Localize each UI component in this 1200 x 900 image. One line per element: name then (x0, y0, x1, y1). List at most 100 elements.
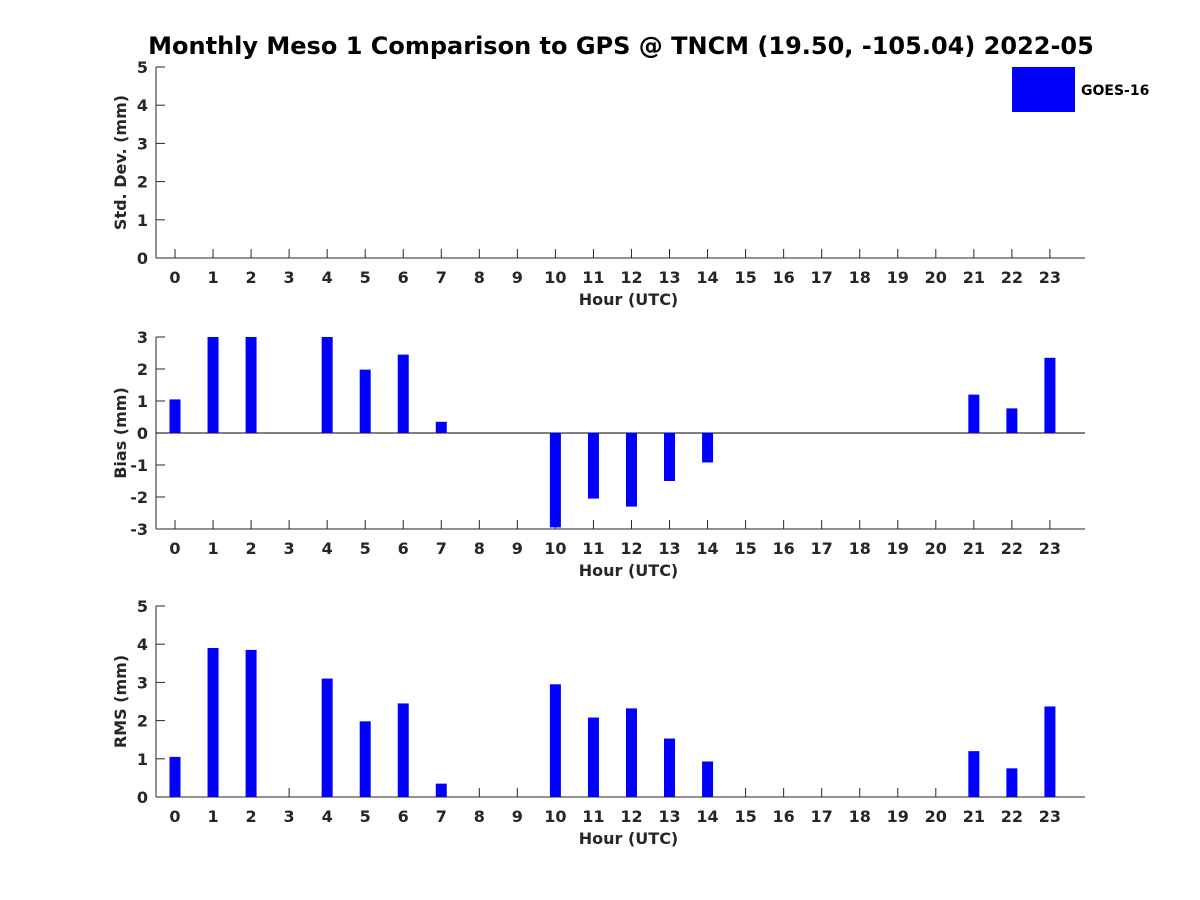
rms-xtick-label: 3 (284, 807, 295, 826)
rms-xtick-label: 20 (925, 807, 947, 826)
bias-bar-hour-6 (397, 354, 409, 433)
std-dev-xtick-label: 12 (620, 268, 642, 287)
rms-xtick-label: 7 (436, 807, 447, 826)
bias-ytick-label: 2 (137, 360, 148, 379)
rms-bar-hour-1 (207, 648, 219, 797)
rms-xtick-label: 18 (849, 807, 871, 826)
bias-bar-hour-23 (1044, 357, 1056, 433)
rms-xtick-label: 1 (207, 807, 218, 826)
rms-ytick-label: 4 (137, 635, 148, 654)
std-dev-xtick-label: 0 (169, 268, 180, 287)
bias-ytick-label: -2 (130, 488, 148, 507)
bias-bar-hour-0 (169, 399, 181, 433)
rms-bar-hour-0 (169, 756, 181, 797)
std-dev-xtick-label: 17 (811, 268, 833, 287)
bias-xtick-label: 23 (1039, 539, 1061, 558)
bias-xtick-label: 13 (658, 539, 680, 558)
rms-bar-hour-12 (625, 708, 637, 797)
std-dev-ytick-label: 5 (137, 58, 148, 77)
bias-xtick-label: 7 (436, 539, 447, 558)
bias-xtick-label: 10 (544, 539, 566, 558)
bias-xtick-label: 9 (512, 539, 523, 558)
rms-bar-hour-2 (245, 649, 257, 797)
rms-xtick-label: 6 (398, 807, 409, 826)
rms-xtick-label: 9 (512, 807, 523, 826)
rms-bar-hour-21 (968, 751, 980, 797)
bias-ytick-label: 0 (137, 424, 148, 443)
rms-bar-hour-4 (321, 678, 333, 797)
rms-bar-hour-22 (1006, 768, 1018, 797)
std-dev-ytick-label: 2 (137, 173, 148, 192)
bias-xtick-label: 8 (474, 539, 485, 558)
rms-xtick-label: 2 (246, 807, 257, 826)
rms-xtick-label: 4 (322, 807, 333, 826)
bias-xtick-label: 15 (734, 539, 756, 558)
std-dev-xtick-label: 8 (474, 268, 485, 287)
std-dev-xtick-label: 7 (436, 268, 447, 287)
std-dev-xtick-label: 6 (398, 268, 409, 287)
bias-xtick-label: 2 (246, 539, 257, 558)
bias-xtick-label: 21 (963, 539, 985, 558)
bias-bar-hour-11 (587, 433, 599, 499)
rms-xtick-label: 5 (360, 807, 371, 826)
std-dev-xtick-label: 13 (658, 268, 680, 287)
rms-ytick-label: 0 (137, 788, 148, 807)
bias-xtick-label: 4 (322, 539, 333, 558)
rms-ytick-label: 5 (137, 597, 148, 616)
std-dev-ytick-label: 3 (137, 134, 148, 153)
rms-bar-hour-10 (549, 684, 561, 797)
std-dev-xtick-label: 19 (887, 268, 909, 287)
std-dev-xtick-label: 9 (512, 268, 523, 287)
rms-xlabel: Hour (UTC) (579, 829, 679, 848)
rms-xtick-label: 19 (887, 807, 909, 826)
rms-bar-hour-7 (435, 783, 447, 797)
rms-ytick-label: 1 (137, 750, 148, 769)
std-dev-xtick-label: 5 (360, 268, 371, 287)
bias-ytick-label: 3 (137, 328, 148, 347)
rms-xtick-label: 23 (1039, 807, 1061, 826)
bias-bar-hour-14 (702, 433, 714, 463)
bias-xtick-label: 12 (620, 539, 642, 558)
rms-ytick-label: 2 (137, 712, 148, 731)
bias-bar-hour-7 (435, 421, 447, 433)
bias-ytick-label: 1 (137, 392, 148, 411)
std-dev-ytick-label: 0 (137, 249, 148, 268)
std-dev-ylabel: Std. Dev. (mm) (111, 95, 130, 230)
bias-xtick-label: 16 (773, 539, 795, 558)
bias-xtick-label: 19 (887, 539, 909, 558)
rms-xtick-label: 0 (169, 807, 180, 826)
bias-xtick-label: 17 (811, 539, 833, 558)
std-dev-xtick-label: 3 (284, 268, 295, 287)
std-dev-xtick-label: 4 (322, 268, 333, 287)
rms-bar-hour-6 (397, 703, 409, 797)
bias-bar-hour-1 (207, 337, 219, 433)
legend: GOES-16 (1012, 67, 1149, 112)
std-dev-xlabel: Hour (UTC) (579, 290, 679, 309)
std-dev-xtick-label: 23 (1039, 268, 1061, 287)
bias-xtick-label: 6 (398, 539, 409, 558)
rms-ytick-label: 3 (137, 673, 148, 692)
std-dev-ytick-label: 1 (137, 211, 148, 230)
bias-xtick-label: 11 (582, 539, 604, 558)
bias-ylabel: Bias (mm) (111, 387, 130, 479)
bias-bar-hour-21 (968, 394, 980, 433)
bias-bar-hour-5 (359, 369, 371, 433)
bias-ytick-label: -3 (130, 520, 148, 539)
rms-xtick-label: 12 (620, 807, 642, 826)
bias-bar-hour-4 (321, 337, 333, 433)
std-dev-xtick-label: 2 (246, 268, 257, 287)
rms-bar-hour-11 (587, 717, 599, 797)
std-dev-ytick-label: 4 (137, 96, 148, 115)
std-dev-xtick-label: 14 (696, 268, 718, 287)
bias-bar-hour-13 (664, 433, 676, 481)
bias-bar-hour-2 (245, 337, 257, 433)
bias-bar-hour-12 (625, 433, 637, 507)
rms-xtick-label: 13 (658, 807, 680, 826)
bias-xtick-label: 14 (696, 539, 718, 558)
bias-xlabel: Hour (UTC) (579, 561, 679, 580)
bias-xtick-label: 18 (849, 539, 871, 558)
legend-label: GOES-16 (1081, 83, 1149, 99)
